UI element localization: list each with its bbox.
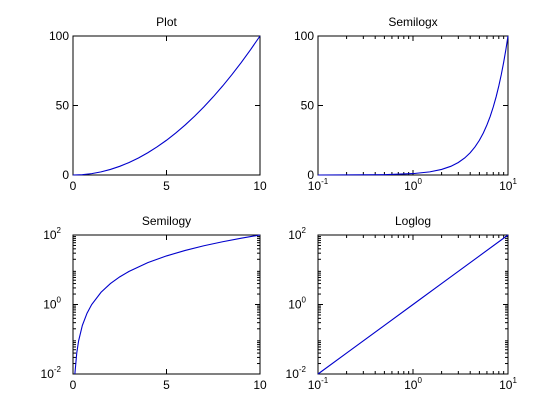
- y-tick-label: 0: [62, 168, 69, 182]
- y-tick-label: 50: [301, 99, 315, 113]
- y-tick-label: 102: [288, 226, 306, 242]
- chart-title: Loglog: [395, 214, 431, 228]
- axes-frame: [72, 35, 261, 176]
- subplot-semilogy: Semilogy 0 5 10 10-2 100 102: [41, 214, 267, 392]
- y-tick-label: 50: [56, 99, 70, 113]
- x-tick-label: 10-1: [308, 376, 329, 392]
- series-line: [317, 234, 509, 375]
- subplot-loglog: Loglog 10-1 100 101 10-2 100 102: [286, 214, 518, 392]
- subplot-semilogx: Semilogx 10-1 100 101 0 50 100: [294, 15, 517, 193]
- x-tick-label: 101: [499, 177, 517, 193]
- y-tick-label: 10-2: [286, 365, 307, 381]
- y-tick-label: 100: [288, 296, 306, 312]
- axes-frame: [317, 35, 509, 176]
- x-tick-label: 101: [499, 376, 517, 392]
- y-tick-label: 10-2: [41, 365, 62, 381]
- y-tick-label: 100: [43, 296, 61, 312]
- series-line: [317, 35, 509, 176]
- x-tick-label: 10-1: [308, 177, 329, 193]
- y-tick-label: 102: [43, 226, 61, 242]
- chart-title: Plot: [156, 15, 177, 29]
- x-tick-label: 0: [70, 378, 77, 392]
- y-tick-label: 100: [294, 29, 314, 43]
- x-tick-label: 100: [404, 376, 422, 392]
- x-tick-label: 10: [253, 179, 267, 193]
- x-tick-label: 0: [70, 179, 77, 193]
- y-tick-label: 0: [307, 168, 314, 182]
- series-line: [72, 35, 261, 176]
- series-line: [74, 234, 261, 375]
- x-tick-label: 10: [253, 378, 267, 392]
- x-tick-label: 100: [404, 177, 422, 193]
- chart-title: Semilogy: [142, 214, 191, 228]
- x-tick-label: 5: [163, 179, 170, 193]
- x-tick-label: 5: [163, 378, 170, 392]
- y-tick-label: 100: [49, 29, 69, 43]
- chart-title: Semilogx: [388, 15, 437, 29]
